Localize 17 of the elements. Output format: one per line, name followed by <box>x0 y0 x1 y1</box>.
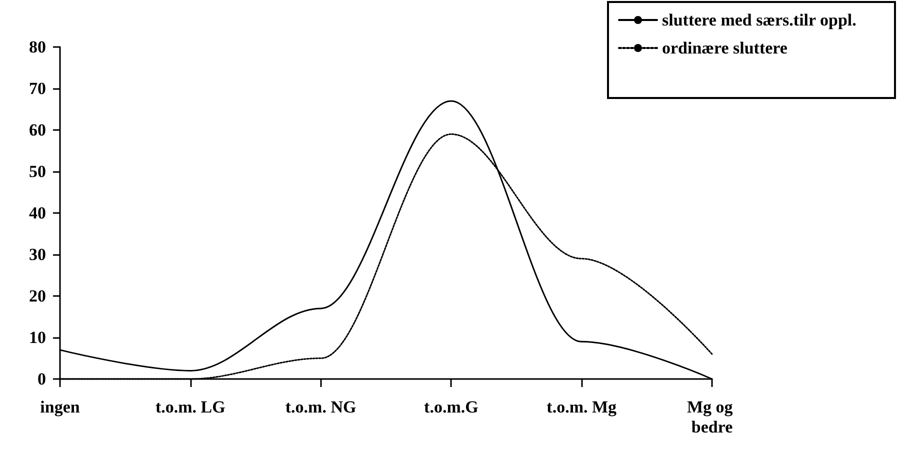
x-tick-label: t.o.m. Mg <box>546 398 618 416</box>
y-tick-label: 60 <box>29 120 46 140</box>
y-tick-label: 10 <box>29 328 46 347</box>
x-tick-label: Mg og bedre <box>686 398 738 436</box>
y-tick-label: 40 <box>29 204 46 222</box>
y-tick-label: 20 <box>29 286 46 306</box>
y-tick-label: 70 <box>29 79 46 98</box>
y-tick-label: 0 <box>38 370 46 388</box>
y-tick-label: 80 <box>29 38 46 56</box>
x-tick-label: t.o.m.G <box>424 398 478 416</box>
legend-label: ordinære sluttere <box>662 38 788 58</box>
legend-label: sluttere med særs.tilr oppl. <box>662 10 856 30</box>
y-tick-label: 30 <box>29 245 46 264</box>
x-tick-label: t.o.m. LG <box>155 398 226 416</box>
y-tick-label: 50 <box>29 162 46 181</box>
x-tick-label: ingen <box>40 398 80 416</box>
x-tick-label: t.o.m. NG <box>285 398 356 416</box>
